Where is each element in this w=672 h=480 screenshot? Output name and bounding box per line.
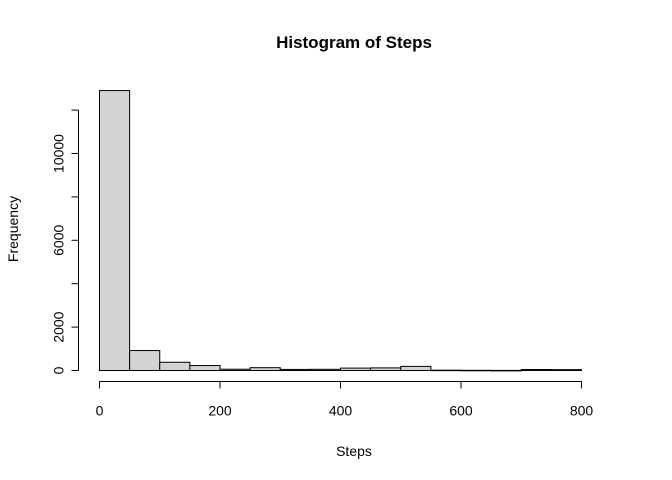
- y-axis: 0 2000 6000 10000: [51, 109, 79, 374]
- histogram-bar-550-600: [430, 369, 462, 372]
- histogram-bar-200-250: [219, 368, 251, 371]
- histogram-bar-650-700: [490, 369, 522, 372]
- y-axis-label: Frequency: [5, 196, 21, 262]
- y-tick-label-0: 0: [51, 366, 67, 374]
- y-tick-label-10000: 10000: [51, 134, 67, 173]
- histogram-bar-350-400: [309, 368, 341, 371]
- x-tick-label-800: 800: [570, 403, 594, 419]
- histogram-bar-400-450: [340, 367, 372, 372]
- histogram-bar-300-350: [279, 368, 311, 372]
- histogram-bar-600-650: [460, 369, 492, 372]
- chart-title: Histogram of Steps: [276, 33, 432, 52]
- x-tick-label-400: 400: [329, 403, 353, 419]
- y-tick-label-6000: 6000: [51, 225, 67, 256]
- x-axis: 0 200 400 600 800: [96, 381, 594, 419]
- x-tick-label-200: 200: [208, 403, 232, 419]
- histogram-bar-100-150: [159, 361, 191, 371]
- histogram-bar-0-50: [99, 90, 131, 371]
- bars-group: [99, 90, 582, 372]
- x-tick-label-0: 0: [96, 403, 104, 419]
- histogram-bar-700-750: [520, 369, 552, 371]
- histogram-bar-500-550: [400, 365, 432, 372]
- x-tick-label-600: 600: [449, 403, 473, 419]
- histogram-bar-750-800: [550, 369, 582, 371]
- histogram-bar-50-100: [129, 350, 161, 372]
- histogram-bar-450-500: [370, 367, 402, 371]
- histogram-bar-250-300: [249, 367, 281, 371]
- x-axis-label: Steps: [336, 443, 372, 459]
- histogram-bar-150-200: [189, 365, 221, 372]
- y-tick-label-2000: 2000: [51, 311, 67, 342]
